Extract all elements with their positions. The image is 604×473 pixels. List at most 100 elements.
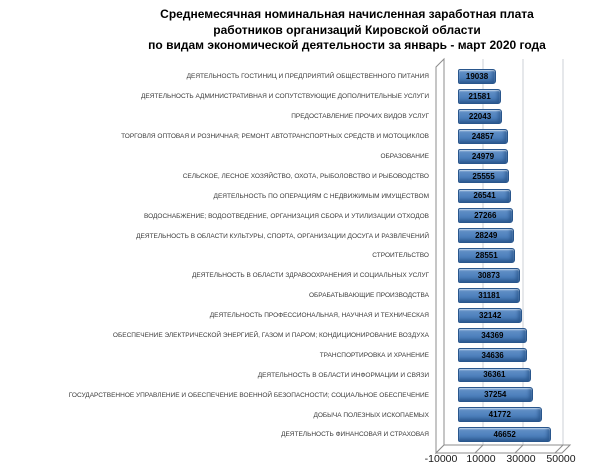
axis-floor-3d xyxy=(434,444,572,454)
bar: 21581 xyxy=(458,89,502,104)
chart-row: ОБРАБАТЫВАЮЩИЕ ПРОИЗВОДСТВА 31181 xyxy=(0,286,604,306)
bar-track: 34369 xyxy=(436,326,604,346)
bar-track: 37254 xyxy=(436,385,604,405)
chart-row: ТРАНСПОРТИРОВКА И ХРАНЕНИЕ 34636 xyxy=(0,345,604,365)
bar-track: 24979 xyxy=(436,147,604,167)
chart-title-line-2: работников организаций Кировской области xyxy=(213,22,481,37)
bar-track: 32142 xyxy=(436,306,604,326)
value-label: 32142 xyxy=(479,310,502,320)
category-label: ДЕЯТЕЛЬНОСТЬ ФИНАНСОВАЯ И СТРАХОВАЯ xyxy=(281,431,429,439)
category-label: ДЕЯТЕЛЬНОСТЬ В ОБЛАСТИ ИНФОРМАЦИИ И СВЯЗ… xyxy=(257,371,429,379)
x-tick-label: 30000 xyxy=(506,453,536,465)
bar: 34369 xyxy=(458,327,527,343)
bar-rows: ДЕЯТЕЛЬНОСТЬ ГОСТИНИЦ И ПРЕДПРИЯТИЙ ОБЩЕ… xyxy=(0,67,604,445)
bar: 32142 xyxy=(458,307,523,323)
category-label: ОБРАЗОВАНИЕ xyxy=(380,153,429,160)
chart-row: ДЕЯТЕЛЬНОСТЬ В ОБЛАСТИ ЗДРАВООХРАНЕНИЯ И… xyxy=(0,266,604,286)
bar-track: 31181 xyxy=(436,286,604,306)
category-label: ДОБЫЧА ПОЛЕЗНЫХ ИСКОПАЕМЫХ xyxy=(313,411,429,419)
category-label: ОБЕСПЕЧЕНИЕ ЭЛЕКТРИЧЕСКОЙ ЭНЕРГИЕЙ, ГАЗО… xyxy=(112,332,429,340)
chart-row: ДОБЫЧА ПОЛЕЗНЫХ ИСКОПАЕМЫХ 41772 xyxy=(0,405,604,425)
category-label: ОБРАБАТЫВАЮЩИЕ ПРОИЗВОДСТВА xyxy=(308,292,429,300)
value-label: 21581 xyxy=(468,91,491,101)
bar-track: 46652 xyxy=(436,425,604,445)
chart-title-line-3: по видам экономической деятельности за я… xyxy=(148,38,546,52)
bar: 28551 xyxy=(458,248,516,263)
bar-track: 34636 xyxy=(436,345,604,365)
chart-row: ДЕЯТЕЛЬНОСТЬ В ОБЛАСТИ ИНФОРМАЦИИ И СВЯЗ… xyxy=(0,365,604,385)
chart-title: Среднемесячная номинальная начисленная з… xyxy=(87,7,604,54)
value-label: 22043 xyxy=(468,111,492,121)
chart-row: ВОДОСНАБЖЕНИЕ; ВОДООТВЕДЕНИЕ, ОРГАНИЗАЦИ… xyxy=(0,206,604,226)
category-label: ДЕЯТЕЛЬНОСТЬ ПО ОПЕРАЦИЯМ С НЕДВИЖИМЫМ И… xyxy=(213,192,429,200)
bar: 34636 xyxy=(458,347,528,363)
chart-row: ГОСУДАРСТВЕННОЕ УПРАВЛЕНИЕ И ОБЕСПЕЧЕНИЕ… xyxy=(0,385,604,405)
bar-track: 36361 xyxy=(436,365,604,385)
value-label: 34636 xyxy=(481,350,504,360)
floor-ticks xyxy=(474,444,564,454)
bar-track: 22043 xyxy=(436,107,604,127)
bar: 36361 xyxy=(458,367,531,383)
bar: 28249 xyxy=(458,228,515,244)
category-label: ПРЕДОСТАВЛЕНИЕ ПРОЧИХ ВИДОВ УСЛУГ xyxy=(291,113,429,121)
bar: 37254 xyxy=(458,387,533,403)
category-label: ВОДОСНАБЖЕНИЕ; ВОДООТВЕДЕНИЕ, ОРГАНИЗАЦИ… xyxy=(143,212,429,220)
category-label: ДЕЯТЕЛЬНОСТЬ ПРОФЕССИОНАЛЬНАЯ, НАУЧНАЯ И… xyxy=(209,312,429,320)
bar-track: 41772 xyxy=(436,405,604,425)
value-label: 46652 xyxy=(493,430,516,440)
category-label: ГОСУДАРСТВЕННОЕ УПРАВЛЕНИЕ И ОБЕСПЕЧЕНИЕ… xyxy=(68,391,429,399)
chart-row: ОБРАЗОВАНИЕ 24979 xyxy=(0,147,604,167)
value-label: 37254 xyxy=(484,390,507,400)
value-label: 28249 xyxy=(475,231,498,241)
bar-track: 26541 xyxy=(436,186,604,206)
bar-track: 27266 xyxy=(436,206,604,226)
bar: 31181 xyxy=(458,287,521,303)
chart-row: ДЕЯТЕЛЬНОСТЬ ФИНАНСОВАЯ И СТРАХОВАЯ 46652 xyxy=(0,425,604,445)
bar-track: 19038 xyxy=(436,67,604,87)
chart-row: ДЕЯТЕЛЬНОСТЬ ПО ОПЕРАЦИЯМ С НЕДВИЖИМЫМ И… xyxy=(0,186,604,206)
value-label: 19038 xyxy=(465,72,489,82)
bar: 30873 xyxy=(458,268,520,283)
category-label: ДЕЯТЕЛЬНОСТЬ В ОБЛАСТИ ЗДРАВООХРАНЕНИЯ И… xyxy=(191,272,429,280)
chart-row: ТОРГОВЛЯ ОПТОВАЯ И РОЗНИЧНАЯ; РЕМОНТ АВТ… xyxy=(0,127,604,147)
category-label: СТРОИТЕЛЬСТВО xyxy=(372,252,429,260)
bar: 46652 xyxy=(458,427,552,443)
value-label: 36361 xyxy=(483,370,506,380)
value-label: 31181 xyxy=(478,290,501,300)
chart-title-line-1: Среднемесячная номинальная начисленная з… xyxy=(160,7,534,21)
bar: 41772 xyxy=(458,407,542,423)
chart-row: ПРЕДОСТАВЛЕНИЕ ПРОЧИХ ВИДОВ УСЛУГ 22043 xyxy=(0,107,604,127)
category-label: ДЕЯТЕЛЬНОСТЬ В ОБЛАСТИ КУЛЬТУРЫ, СПОРТА,… xyxy=(136,232,429,240)
chart-row: СТРОИТЕЛЬСТВО 28551 xyxy=(0,246,604,266)
chart-row: ДЕЯТЕЛЬНОСТЬ АДМИНИСТРАТИВНАЯ И СОПУТСТВ… xyxy=(0,87,604,107)
category-label: ТОРГОВЛЯ ОПТОВАЯ И РОЗНИЧНАЯ; РЕМОНТ АВТ… xyxy=(121,133,429,141)
x-tick-label: -10000 xyxy=(424,453,458,465)
category-label: ДЕЯТЕЛЬНОСТЬ ГОСТИНИЦ И ПРЕДПРИЯТИЙ ОБЩЕ… xyxy=(186,73,429,81)
category-label: ДЕЯТЕЛЬНОСТЬ АДМИНИСТРАТИВНАЯ И СОПУТСТВ… xyxy=(140,93,429,101)
value-label: 24979 xyxy=(471,151,495,161)
bar-track: 25555 xyxy=(436,166,604,186)
bar: 27266 xyxy=(458,208,513,224)
chart-row: СЕЛЬСКОЕ, ЛЕСНОЕ ХОЗЯЙСТВО, ОХОТА, РЫБОЛ… xyxy=(0,166,604,186)
value-label: 27266 xyxy=(474,211,497,221)
value-label: 41772 xyxy=(488,410,511,420)
value-label: 26541 xyxy=(473,191,496,201)
bar-track: 28249 xyxy=(436,226,604,246)
chart-row: ДЕЯТЕЛЬНОСТЬ В ОБЛАСТИ КУЛЬТУРЫ, СПОРТА,… xyxy=(0,226,604,246)
bar-track: 28551 xyxy=(436,246,604,266)
bar: 24857 xyxy=(458,128,508,144)
chart-row: ДЕЯТЕЛЬНОСТЬ ГОСТИНИЦ И ПРЕДПРИЯТИЙ ОБЩЕ… xyxy=(0,67,604,87)
bar: 26541 xyxy=(458,188,512,204)
value-label: 34369 xyxy=(481,330,504,340)
value-label: 28551 xyxy=(475,251,498,261)
value-label: 30873 xyxy=(477,270,500,280)
bar: 25555 xyxy=(458,168,510,184)
x-tick-label: 50000 xyxy=(546,453,576,465)
chart-row: ОБЕСПЕЧЕНИЕ ЭЛЕКТРИЧЕСКОЙ ЭНЕРГИЕЙ, ГАЗО… xyxy=(0,326,604,346)
bar-track: 30873 xyxy=(436,266,604,286)
category-label: СЕЛЬСКОЕ, ЛЕСНОЕ ХОЗЯЙСТВО, ОХОТА, РЫБОЛ… xyxy=(182,172,429,180)
chart-row: ДЕЯТЕЛЬНОСТЬ ПРОФЕССИОНАЛЬНАЯ, НАУЧНАЯ И… xyxy=(0,306,604,326)
value-label: 25555 xyxy=(472,171,495,181)
x-tick-label: 10000 xyxy=(466,453,496,465)
